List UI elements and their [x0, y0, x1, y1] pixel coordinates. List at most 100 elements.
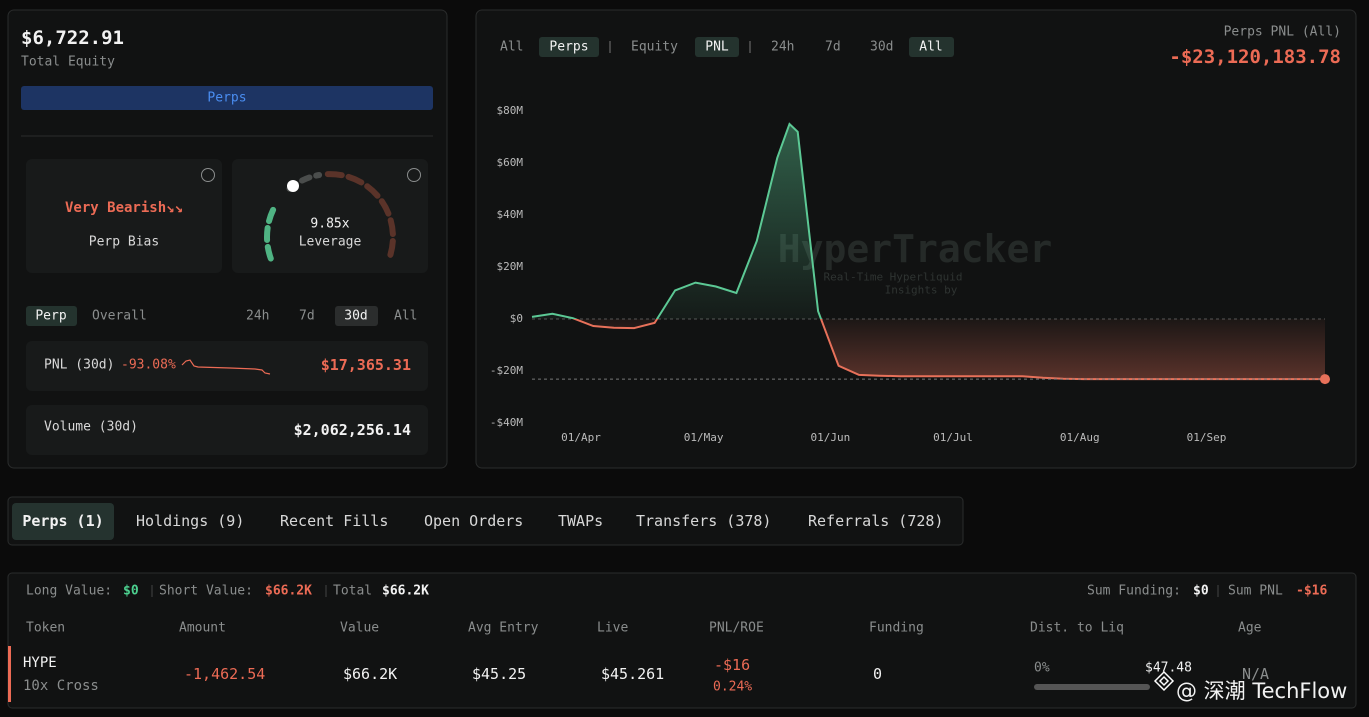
pnl-value: $17,365.31 — [320, 356, 411, 374]
y-tick-label: $80M — [497, 104, 524, 117]
watermark: Real-Time Hyperliquid — [823, 270, 963, 284]
summary-value: -$16 — [1296, 583, 1328, 599]
tab[interactable]: 7d — [299, 308, 315, 324]
summary-value: $0 — [123, 583, 139, 599]
x-tick-label: 01/Sep — [1187, 431, 1227, 444]
sparkline — [181, 359, 271, 375]
pnl-card — [26, 341, 428, 391]
summary-label: Total — [333, 583, 373, 599]
x-tick-label: 01/Apr — [561, 431, 601, 444]
cell: 10x Cross — [23, 678, 99, 694]
header: Token — [26, 620, 66, 636]
filter[interactable]: All — [919, 39, 943, 55]
bias-card — [26, 159, 222, 273]
tab[interactable]: Perp — [35, 308, 67, 324]
header: Age — [1238, 620, 1262, 636]
tabs-panel — [7, 496, 964, 546]
y-tick-label: -$20M — [490, 364, 523, 377]
tab[interactable]: Recent Fills — [280, 512, 389, 530]
tab[interactable]: 30d — [344, 308, 368, 324]
leverage-label: Leverage — [298, 234, 362, 250]
last-point — [1320, 374, 1330, 385]
tab[interactable]: Transfers (378) — [636, 512, 772, 530]
volume-card — [26, 405, 428, 455]
filter-active — [909, 37, 954, 57]
chart-title: Perps PNL (All) — [1223, 24, 1341, 40]
tab[interactable]: Overall — [92, 308, 147, 324]
summary-label: Sum Funding: — [1087, 583, 1181, 599]
equity-label: Total Equity — [21, 54, 115, 70]
header: Avg Entry — [468, 620, 539, 636]
header: Amount — [179, 620, 226, 636]
chart-total: -$23,120,183.78 — [1169, 46, 1341, 68]
y-tick-label: $60M — [497, 156, 524, 169]
filter-active — [695, 37, 739, 57]
pnl-label: PNL (30d) — [44, 357, 115, 373]
x-tick-label: 01/May — [684, 431, 724, 444]
filter[interactable]: Equity — [631, 39, 678, 55]
leverage-card — [232, 159, 428, 273]
cell: 0.24% — [713, 679, 753, 695]
cell: 0% — [1034, 660, 1050, 676]
summary-label: Short Value: — [159, 583, 253, 599]
volume-value: $2,062,256.14 — [293, 421, 411, 439]
leverage: 9.85x — [310, 216, 350, 232]
equity: $6,722.91 — [21, 27, 124, 49]
tab[interactable]: 24h — [246, 308, 270, 324]
header: Funding — [869, 620, 924, 636]
header: Live — [597, 620, 629, 636]
cell: -$16 — [714, 656, 751, 674]
tab[interactable]: Referrals (728) — [808, 512, 944, 530]
summary-value: $66.2K — [382, 583, 429, 599]
perps-bar — [21, 86, 433, 110]
watermark: @ 深潮 TechFlow — [1176, 679, 1348, 703]
liq-bar — [1034, 684, 1150, 690]
watermark: HyperTracker — [777, 227, 1053, 271]
filter[interactable]: Perps — [549, 39, 589, 55]
tab[interactable]: TWAPs — [558, 512, 604, 530]
chart: -$40M -$20M $0 $20M $40M $60M $80M 01/Apr 01/May… — [490, 104, 1330, 444]
tab[interactable]: Open Orders — [424, 512, 524, 530]
filter[interactable]: 30d — [870, 39, 894, 55]
info-icon[interactable] — [201, 168, 215, 182]
info-icon[interactable] — [407, 168, 421, 182]
tab-active — [26, 306, 77, 326]
y-tick-label: $0 — [510, 312, 523, 325]
bias-label: Perp Bias — [88, 234, 160, 250]
header: Dist. to Liq — [1030, 620, 1124, 636]
cell: -1,462.54 — [184, 665, 266, 683]
cell: HYPE — [23, 655, 57, 671]
filter[interactable]: PNL — [705, 39, 729, 55]
y-tick-label: -$40M — [490, 416, 523, 429]
row-accent — [8, 646, 11, 702]
x-tick-label: 01/Jun — [811, 431, 851, 444]
bias: Very Bearish↘↘ — [64, 200, 184, 216]
volume-label: Volume (30d) — [44, 419, 138, 435]
cell: $66.2K — [343, 665, 398, 683]
summary-value: $0 — [1193, 583, 1209, 599]
filter[interactable]: All — [500, 39, 524, 55]
watermark: Insights by — [884, 283, 958, 297]
x-tick-label: 01/Aug — [1060, 431, 1100, 444]
filter[interactable]: 7d — [825, 39, 841, 55]
x-tick-label: 01/Jul — [933, 431, 973, 444]
tab-active — [12, 503, 114, 540]
y-tick-label: $40M — [497, 208, 524, 221]
filter[interactable]: 24h — [771, 39, 795, 55]
header: PNL/ROE — [709, 620, 764, 636]
tab[interactable]: All — [394, 308, 418, 324]
tab[interactable]: Holdings (9) — [136, 512, 245, 530]
summary-label: Sum PNL — [1228, 583, 1283, 599]
perps-tab[interactable]: Perps — [207, 90, 247, 106]
header: Value — [340, 620, 380, 636]
cell: 0 — [873, 665, 883, 683]
cell: N/A — [1242, 665, 1270, 683]
summary-value: $66.2K — [265, 583, 312, 599]
gauge-green — [264, 202, 279, 262]
filter-active — [539, 37, 599, 57]
gauge-brown — [324, 171, 396, 262]
summary-label: Long Value: — [26, 583, 113, 599]
tab[interactable]: Perps (1) — [22, 512, 104, 530]
cell: $45.261 — [601, 665, 665, 683]
